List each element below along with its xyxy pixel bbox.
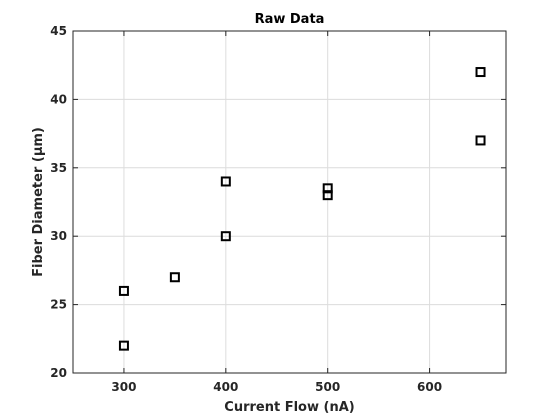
y-tick-label: 40 [50,92,67,106]
y-tick-label: 25 [50,298,67,312]
data-point [322,183,333,194]
x-tick-label: 500 [315,380,340,394]
y-tick-label: 30 [50,229,67,243]
plot-area [73,31,506,373]
data-points [118,67,486,351]
y-tick-label: 20 [50,366,67,380]
y-tick-labels: 20 25 30 35 40 45 [50,24,67,380]
x-tick-label: 400 [213,380,238,394]
x-tick-label: 300 [111,380,136,394]
y-tick-label: 35 [50,161,67,175]
data-point [220,231,231,242]
chart-title: Raw Data [255,12,325,27]
y-axis-label: Fiber Diameter (μm) [31,127,46,277]
data-point [118,285,129,296]
data-point [475,135,486,146]
data-point [220,176,231,187]
data-point [169,272,180,283]
x-tick-labels: 300 400 500 600 [111,380,442,394]
x-tick-label: 600 [417,380,442,394]
data-point [118,340,129,351]
x-axis-label: Current Flow (nA) [224,400,354,415]
data-point [322,190,333,201]
y-tick-label: 45 [50,24,67,38]
data-point [475,67,486,78]
plot-frame [72,30,507,374]
